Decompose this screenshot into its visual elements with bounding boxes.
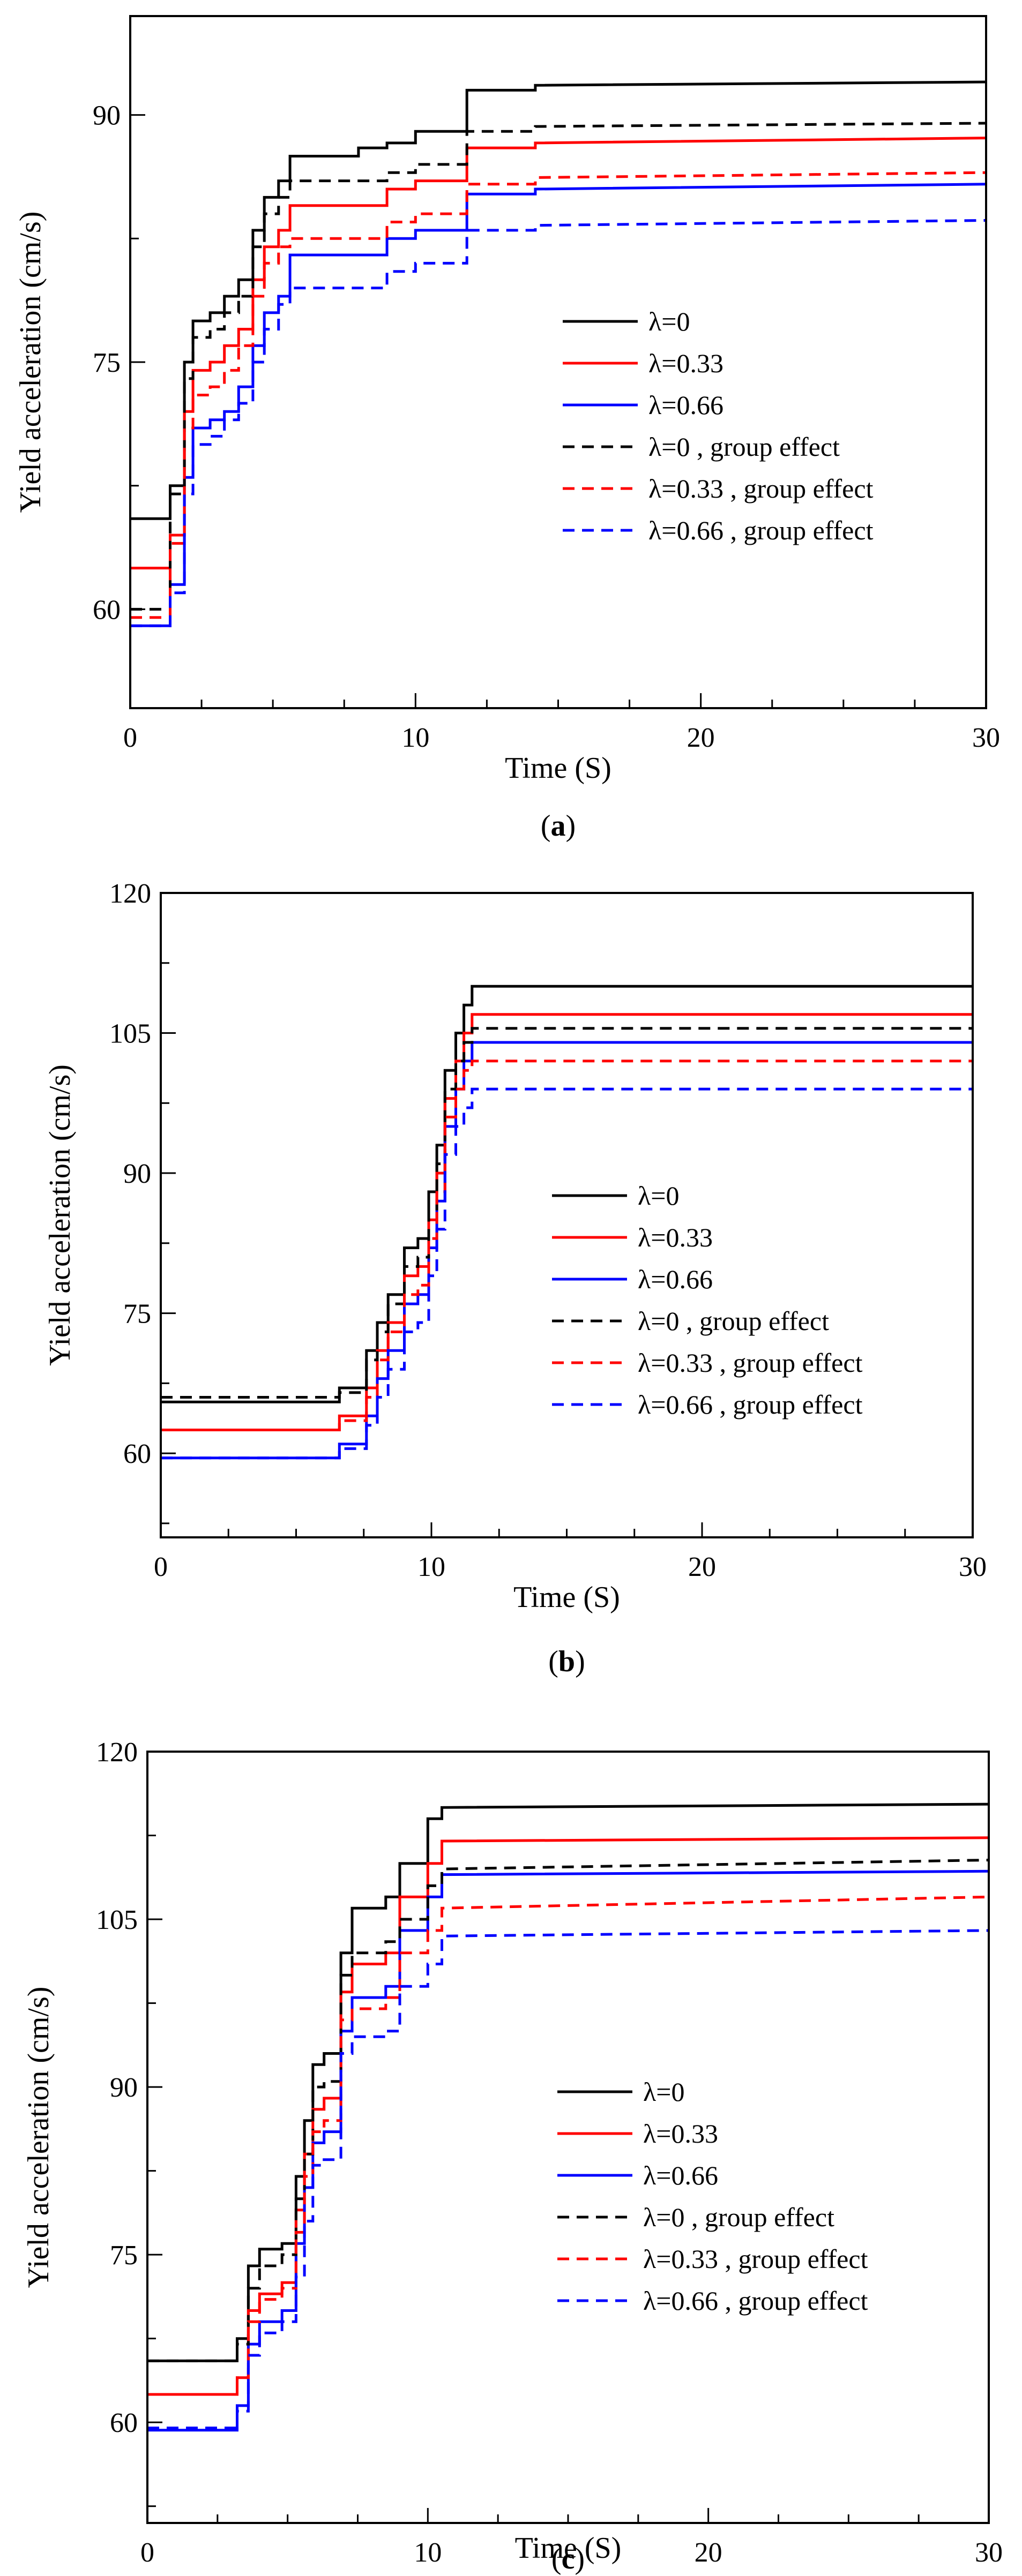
series-line-4: [130, 171, 986, 619]
y-axis-label: Yield acceleration (cm/s): [14, 212, 47, 513]
legend-label-1: λ=0.33: [643, 2119, 718, 2149]
panel-letter: c: [562, 2542, 575, 2575]
x-tick-label: 20: [688, 1552, 716, 1582]
legend-label-2: λ=0.66: [648, 390, 723, 420]
y-tick-label: 75: [123, 1299, 151, 1330]
y-tick-label: 90: [93, 101, 121, 131]
series-group: [161, 985, 973, 1460]
x-tick-label: 20: [687, 723, 715, 753]
x-tick-label: 0: [123, 723, 137, 753]
y-tick-label: 90: [110, 2072, 138, 2103]
y-tick-label: 120: [109, 878, 151, 909]
chart-panel-c: 0 10 20 30 60 75 90 105 120 Time (S) Yield acceler…: [22, 1737, 1003, 2575]
x-tick-label: 10: [401, 723, 429, 753]
legend-label-4: λ=0.33 , group effect: [643, 2244, 868, 2274]
x-axis-label: Time (S): [505, 752, 611, 785]
series-line-1: [130, 137, 986, 569]
legend-label-5: λ=0.66 , group effect: [643, 2286, 868, 2316]
y-tick-label: 75: [110, 2240, 138, 2271]
x-tick-label: 30: [975, 2537, 1003, 2568]
x-tick-label: 0: [154, 1552, 168, 1582]
y-tick-label: 75: [93, 348, 121, 378]
chart-panel-a: 0 10 20 30 60 75 90 Time (S) Yield acceleration …: [14, 15, 1000, 843]
y-tick-label: 60: [93, 595, 121, 625]
y-tick-label: 105: [109, 1019, 151, 1049]
series-line-5: [161, 1087, 973, 1460]
legend-label-3: λ=0 , group effect: [638, 1306, 829, 1336]
series-line-5: [147, 1929, 989, 2430]
y-tick-label: 60: [110, 2408, 138, 2438]
series-line-5: [130, 219, 986, 627]
x-axis-label: Time (S): [513, 1581, 620, 1614]
legend-label-0: λ=0: [648, 306, 690, 336]
legend-label-1: λ=0.33: [648, 348, 723, 378]
series-line-3: [147, 1858, 989, 2362]
series-line-0: [161, 985, 973, 1403]
x-tick-label: 10: [417, 1552, 445, 1582]
series-line-4: [147, 1895, 989, 2396]
series-line-2: [147, 1869, 989, 2432]
series-line-2: [130, 183, 986, 627]
series-line-3: [161, 1027, 973, 1399]
legend: λ=0 λ=0.33 λ=0.66 λ=0 , group effect λ=0.33 …: [552, 1181, 863, 1420]
y-axis-label: Yield acceleration (cm/s): [43, 1064, 77, 1366]
legend: λ=0 λ=0.33 λ=0.66 λ=0 , group effect λ=0.33 …: [563, 306, 874, 545]
series-line-0: [147, 1803, 989, 2362]
panel-letter: a: [551, 809, 566, 843]
x-axis-label: Time (S): [515, 2532, 622, 2565]
panel-letter: b: [558, 1645, 575, 1678]
panel-caption: (a): [541, 809, 576, 843]
x-tick-label: 0: [140, 2537, 154, 2568]
series-line-1: [147, 1836, 989, 2396]
legend-label-4: λ=0.33 , group effect: [638, 1348, 863, 1378]
x-tick-label: 30: [972, 723, 1000, 753]
legend-label-1: λ=0.33: [638, 1222, 713, 1252]
legend-label-2: λ=0.66: [638, 1264, 713, 1294]
series-line-0: [130, 80, 986, 520]
legend-label-3: λ=0 , group effect: [648, 432, 840, 462]
series-group: [130, 80, 986, 627]
series-line-4: [161, 1060, 973, 1431]
series-line-3: [130, 122, 986, 611]
y-tick-label: 120: [96, 1737, 138, 1768]
series-group: [147, 1803, 989, 2432]
chart-panel-b: 0 10 20 30 60 75 90 105 120 Time (S) Yield acceler…: [43, 878, 987, 1678]
y-tick-label: 60: [123, 1439, 151, 1469]
legend-label-5: λ=0.66 , group effect: [638, 1390, 863, 1420]
legend-label-2: λ=0.66: [643, 2160, 718, 2190]
x-tick-label: 20: [695, 2537, 722, 2568]
legend: λ=0 λ=0.33 λ=0.66 λ=0 , group effect λ=0.33 …: [557, 2077, 868, 2316]
x-tick-label: 30: [959, 1552, 987, 1582]
y-axis-label: Yield acceleration (cm/s): [22, 1987, 55, 2288]
legend-label-4: λ=0.33 , group effect: [648, 474, 874, 504]
legend-label-3: λ=0 , group effect: [643, 2202, 834, 2232]
legend-label-0: λ=0: [638, 1181, 679, 1211]
legend-label-5: λ=0.66 , group effect: [648, 515, 874, 545]
x-tick-label: 10: [414, 2537, 442, 2568]
panel-caption: (c): [551, 2542, 585, 2575]
plot-frame: [160, 892, 974, 1538]
legend-label-0: λ=0: [643, 2077, 684, 2107]
panel-caption: (b): [548, 1645, 585, 1678]
y-tick-label: 105: [96, 1905, 138, 1935]
y-tick-label: 90: [123, 1159, 151, 1189]
